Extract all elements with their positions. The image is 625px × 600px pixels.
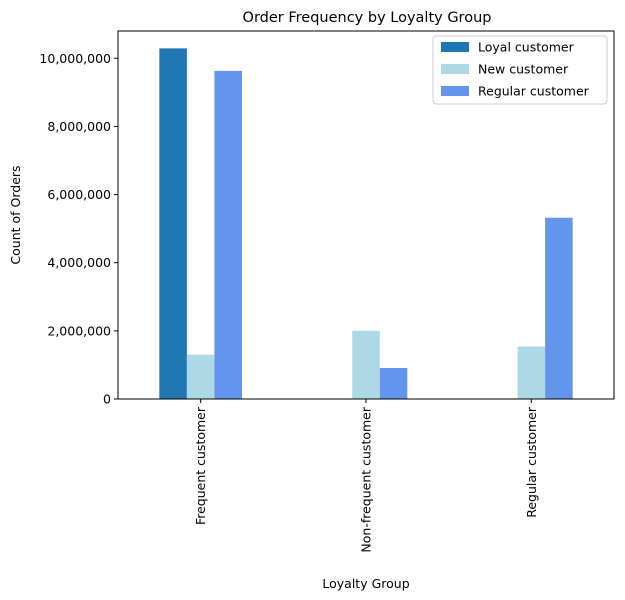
y-tick-label: 10,000,000 <box>39 51 111 66</box>
bar-0-0 <box>159 48 187 399</box>
y-tick-label: 4,000,000 <box>47 255 111 270</box>
chart-title: Order Frequency by Loyalty Group <box>243 10 492 26</box>
bars-group <box>159 48 573 400</box>
legend-label: Regular customer <box>478 84 590 99</box>
legend-swatch <box>441 86 469 96</box>
y-tick-label: 2,000,000 <box>47 323 111 338</box>
legend-label: New customer <box>478 62 569 77</box>
y-tick-label: 8,000,000 <box>47 119 111 134</box>
legend-label: Loyal customer <box>478 40 575 55</box>
x-tick-label: Regular customer <box>524 406 539 518</box>
legend-swatch <box>441 42 469 52</box>
bar-1-0 <box>186 354 215 399</box>
x-axis-label: Loyalty Group <box>322 576 409 591</box>
bar-2-2 <box>545 217 573 399</box>
y-tick-label: 6,000,000 <box>47 187 111 202</box>
legend-frame <box>432 35 608 105</box>
legend: Loyal customer New customer Regular custom… <box>432 35 608 105</box>
bar-1-2 <box>517 346 546 399</box>
legend-swatch <box>441 64 469 74</box>
x-tick-label: Non-frequent customer <box>359 406 374 552</box>
y-tick-label: 0 <box>103 392 111 407</box>
bar-2-1 <box>379 367 408 399</box>
x-axis: Frequent customer Non-frequent customer Re… <box>193 399 539 553</box>
x-tick-label: Frequent customer <box>193 406 208 525</box>
bar-2-0 <box>214 70 242 400</box>
bar-1-1 <box>352 330 380 399</box>
y-axis: 0 2,000,000 4,000,000 6,000,000 8,000,000 10,… <box>39 51 118 407</box>
y-axis-label: Count of Orders <box>8 165 23 264</box>
